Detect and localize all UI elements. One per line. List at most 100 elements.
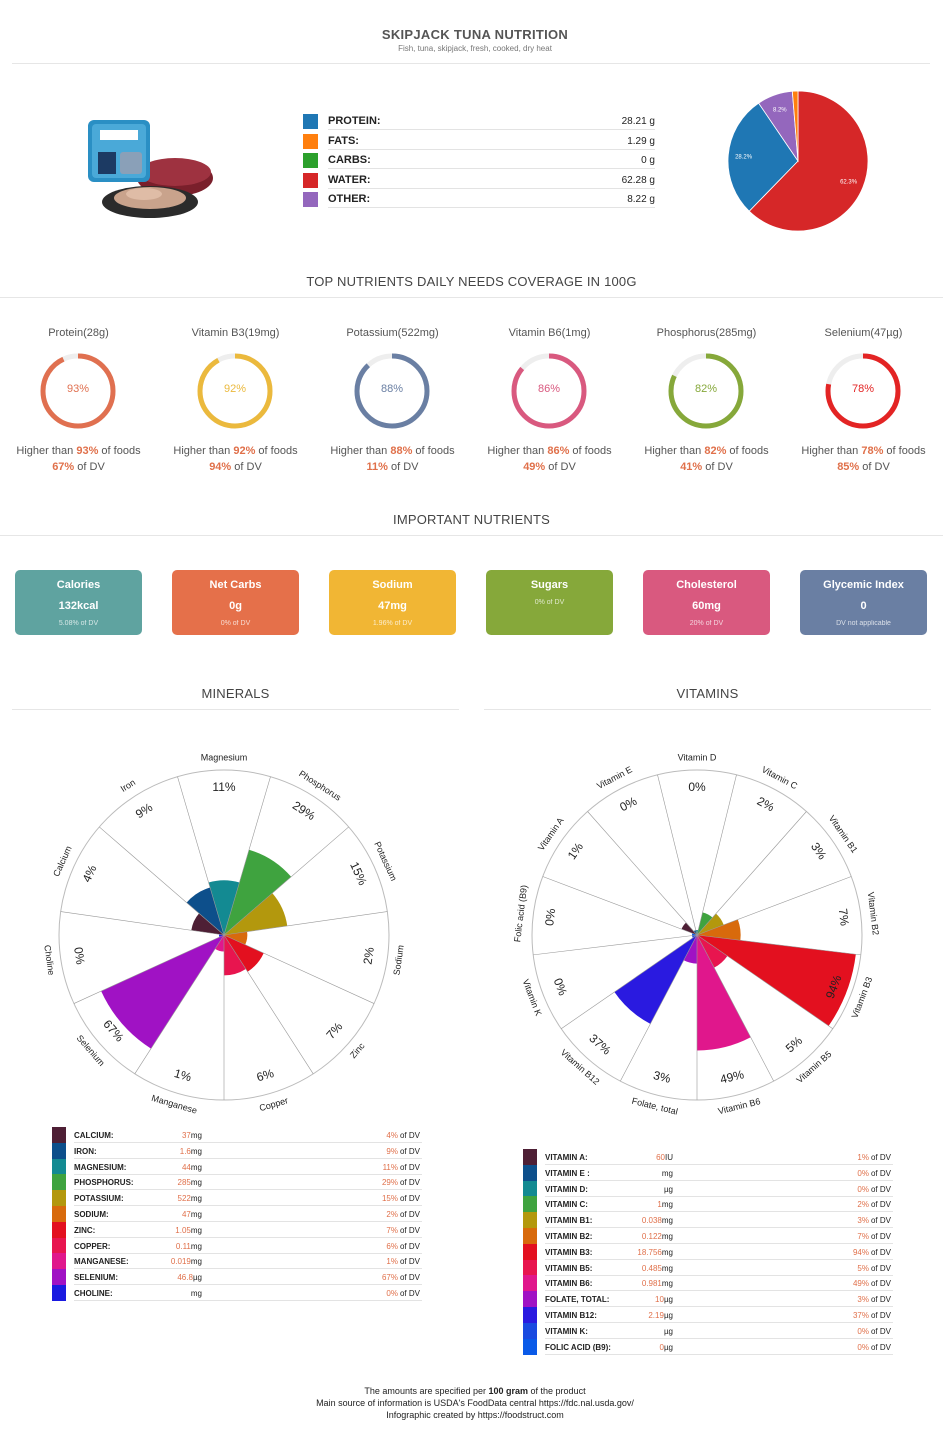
dv-suffix: of DV — [399, 1178, 420, 1188]
macro-row: OTHER: 8.22 g — [303, 192, 655, 208]
polar-spoke — [696, 876, 852, 936]
card-value: 60mg — [692, 600, 721, 612]
nutrient-dv: 9% of DV — [360, 1147, 420, 1156]
amount-unit: mg — [190, 1178, 202, 1188]
minerals-value-label: 11% — [212, 780, 235, 794]
minerals-table-row: ZINC: 1.05mg 7% of DV — [52, 1221, 422, 1238]
minerals-polar-chart: 4% Calcium 9% Iron 11% Magnesium 29% Phosphorus… — [24, 735, 444, 1135]
amount-unit: µg — [192, 1273, 202, 1283]
dv-suffix: of DV — [399, 1162, 420, 1172]
amount-value: 2.19 — [648, 1311, 664, 1320]
text: Higher than — [487, 445, 548, 457]
vitamins-table-row: VITAMIN B1: 0.038mg 3% of DV — [523, 1212, 893, 1229]
macro-label: CARBS: — [328, 154, 371, 166]
vitamins-table-row: FOLATE, TOTAL: 10µg 3% of DV — [523, 1291, 893, 1308]
dv-suffix: of DV — [399, 1289, 420, 1298]
dv-suffix: of DV — [870, 1279, 891, 1289]
polar-spoke — [223, 826, 349, 936]
page-title: SKIPJACK TUNA NUTRITION — [381, 27, 569, 42]
footer-amount-note: The amounts are specified per 100 gram o… — [0, 1386, 950, 1396]
text: of DV — [74, 461, 105, 473]
pie-data-label: 28.2% — [735, 154, 753, 160]
coverage-ring-arc — [197, 353, 273, 429]
amount-unit: mg — [190, 1210, 202, 1219]
row-swatch — [523, 1243, 537, 1260]
vitamins-category-label: Vitamin B6 — [717, 1096, 761, 1116]
nutrient-dv: 0% of DV — [831, 1343, 891, 1352]
nutrient-dv: 7% of DV — [831, 1232, 891, 1241]
text: of foods — [883, 445, 926, 457]
minerals-category-label: Zinc — [348, 1040, 367, 1060]
macro-label: WATER: — [328, 173, 371, 186]
card-sub: DV not applicable — [836, 620, 891, 627]
polar-spoke — [657, 774, 698, 936]
vitamins-value-label: 0% — [551, 976, 570, 997]
text: of DV — [231, 461, 262, 473]
nutrient-dv: 2% of DV — [831, 1200, 891, 1209]
card-label: Cholesterol — [676, 579, 737, 591]
nutrient-amount: 0.122mg — [613, 1232, 673, 1241]
minerals-table-row: SODIUM: 47mg 2% of DV — [52, 1206, 422, 1222]
pie-slice-protein — [727, 102, 799, 212]
nutrient-dv: 11% of DV — [360, 1163, 420, 1172]
divider — [0, 297, 943, 298]
nutrient-amount: 60IU — [613, 1153, 673, 1162]
amount-value: 1 — [657, 1200, 662, 1210]
card-sub: 20% of DV — [689, 620, 724, 627]
coverage-ring: 78% — [823, 351, 903, 431]
dv-suffix: of DV — [399, 1131, 420, 1140]
row-divider — [74, 1205, 422, 1207]
important-section-title: IMPORTANT NUTRIENTS — [393, 512, 550, 527]
vitamins-sector-vitamin-c — [697, 912, 713, 935]
polar-spoke — [696, 774, 737, 936]
divider — [12, 709, 459, 710]
row-divider — [74, 1173, 422, 1175]
minerals-sector-magnesium — [208, 880, 240, 935]
nutrient-name: CALCIUM: — [74, 1131, 114, 1140]
nutrient-name: COPPER: — [74, 1241, 111, 1251]
dv-suffix: of DV — [399, 1257, 420, 1267]
dv-suffix: of DV — [870, 1232, 891, 1241]
amount-value: 10 — [655, 1295, 664, 1305]
macro-divider — [328, 148, 655, 150]
dv-value: 2% — [386, 1210, 398, 1219]
polar-spoke — [696, 811, 807, 936]
footer-bold: 100 gram — [488, 1386, 529, 1396]
coverage-ring-percent: 86% — [537, 383, 561, 395]
footer-source: Main source of information is USDA's Foo… — [316, 1398, 634, 1408]
text: of DV — [702, 461, 733, 473]
coverage-ring-percent: 78% — [851, 383, 875, 395]
nutrient-amount: 1mg — [613, 1200, 673, 1209]
row-swatch — [52, 1237, 66, 1254]
dv-value: 67% — [52, 461, 75, 473]
macro-row: CARBS: 0 g — [303, 153, 655, 169]
coverage-ring: 86% — [509, 351, 589, 431]
dv-value: 2% — [857, 1200, 869, 1210]
minerals-value-label: 2% — [361, 946, 377, 965]
amount-unit: mg — [190, 1194, 202, 1204]
polar-spoke — [73, 934, 225, 1004]
row-divider — [545, 1164, 893, 1165]
nutrient-amount: 1.6mg — [142, 1147, 202, 1156]
nutrient-card-sodium: Sodium 47mg 1.96% of DV — [329, 570, 456, 635]
polar-spoke — [223, 934, 314, 1074]
card-label: Calories — [56, 579, 101, 591]
row-divider — [545, 1274, 893, 1276]
coverage-higher-than: Higher than 82% of foods — [628, 445, 785, 457]
coverage-higher-than: Higher than 86% of foods — [471, 445, 628, 457]
dv-value: 94% — [852, 1247, 869, 1257]
dv-suffix: of DV — [399, 1225, 420, 1235]
dv-suffix: of DV — [870, 1184, 891, 1194]
row-divider — [545, 1258, 893, 1260]
row-divider — [545, 1322, 893, 1323]
minerals-table-row: SELENIUM: 46.8µg 67% of DV — [52, 1269, 422, 1286]
higher-value: 92% — [233, 445, 256, 457]
row-swatch — [523, 1180, 537, 1197]
nutrient-name: VITAMIN C: — [545, 1200, 588, 1210]
amount-value: 46.8 — [177, 1273, 193, 1283]
minerals-table-row: MAGNESIUM: 44mg 11% of DV — [52, 1158, 422, 1175]
text: Higher than — [330, 445, 391, 457]
macro-pie-chart: 62.3% 28.2% 8.2% — [723, 86, 873, 236]
amount-unit: mg — [661, 1168, 673, 1178]
amount-unit: mg — [661, 1279, 673, 1289]
